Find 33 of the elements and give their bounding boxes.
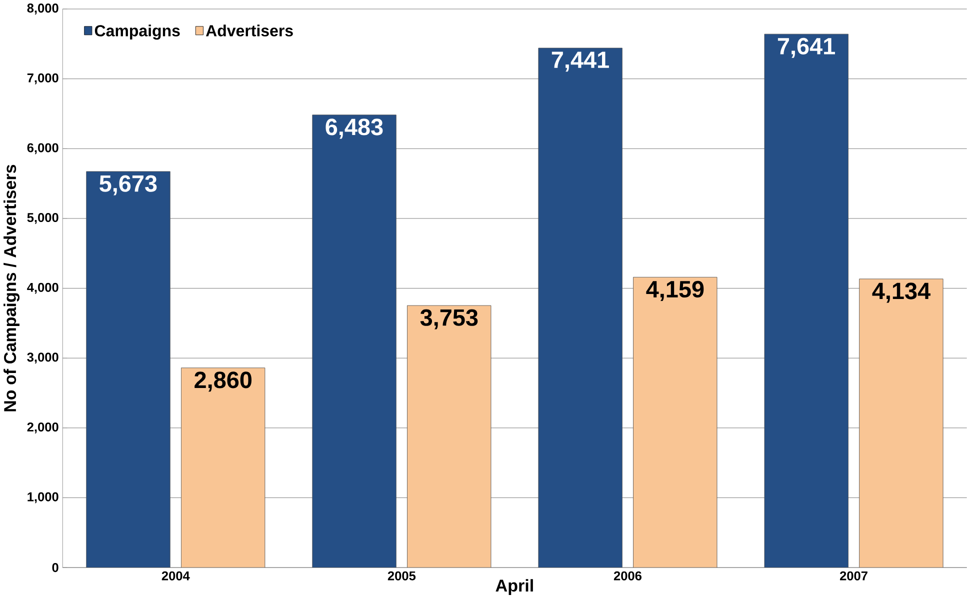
y-tick-label: 5,000: [27, 213, 58, 224]
y-tick-label: 8,000: [27, 4, 58, 15]
x-tick-label: 2006: [614, 572, 642, 581]
y-tick-label: 0: [52, 563, 58, 572]
x-tick-label: 2005: [388, 572, 416, 581]
y-tick-label: 3,000: [27, 352, 58, 364]
y-tick-label: 7,000: [27, 74, 58, 84]
bar: [764, 34, 848, 568]
data-label: 2,860: [194, 372, 252, 392]
x-tick-label: 2007: [840, 572, 868, 581]
data-label: 3,753: [420, 309, 478, 330]
data-label: 4,134: [872, 282, 930, 303]
x-axis-title: April: [496, 579, 533, 596]
data-label: 7,641: [778, 38, 835, 58]
y-tick-label: 2,000: [27, 422, 58, 434]
data-label: 5,673: [100, 175, 157, 196]
bar: [180, 368, 266, 568]
bar: [86, 171, 170, 568]
bar: [538, 48, 622, 568]
x-tick-label: 2004: [162, 572, 190, 581]
data-label: 7,441: [552, 52, 609, 72]
data-label: 4,159: [646, 281, 704, 302]
data-label: 6,483: [326, 118, 383, 139]
y-tick-label: 4,000: [27, 283, 58, 294]
bar: [859, 278, 944, 568]
bar: [633, 277, 718, 568]
legend-label: Advertisers: [206, 24, 293, 37]
y-axis-title: No of Campaigns / Advertisers: [4, 165, 20, 412]
y-tick-label: 6,000: [27, 143, 58, 154]
y-tick-label: 1,000: [28, 492, 58, 504]
legend-label: Campaigns: [94, 24, 180, 40]
bar: [312, 114, 396, 568]
bar: [407, 306, 492, 568]
